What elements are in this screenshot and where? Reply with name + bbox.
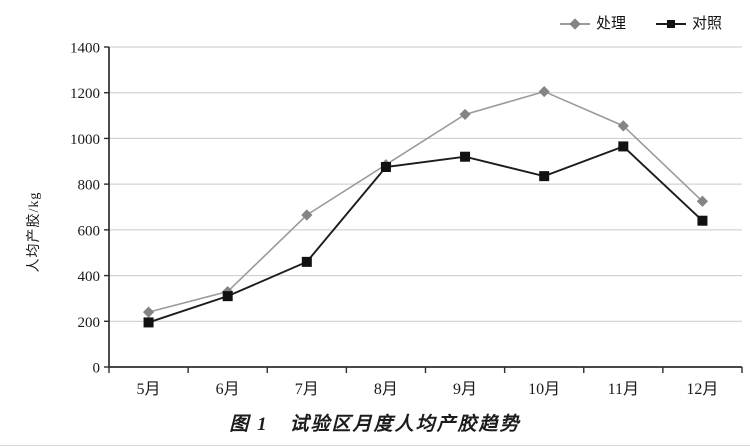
legend-item-control: 对照 (656, 15, 722, 33)
diamond-marker (538, 85, 550, 98)
legend-label-control: 对照 (692, 16, 723, 32)
y-tick-label: 800 (78, 178, 101, 194)
figure-caption: 图 1 试验区月度人均产胶趋势 (229, 414, 521, 435)
y-tick-label: 1200 (70, 86, 100, 102)
x-tick-label: 11月 (608, 381, 639, 398)
diamond-marker (617, 120, 629, 132)
x-tick-label: 5月 (137, 381, 161, 398)
square-marker (380, 162, 391, 172)
square-marker (697, 215, 708, 226)
y-tick-label: 200 (78, 315, 101, 331)
square-marker (539, 171, 550, 182)
chart-legend: 处理 对照 (560, 15, 722, 33)
x-tick-label: 9月 (453, 381, 477, 398)
x-tick-label: 6月 (216, 381, 240, 398)
y-tick-label: 400 (78, 269, 101, 285)
square-marker (301, 256, 312, 267)
y-tick-label: 600 (78, 223, 101, 239)
square-marker (222, 291, 233, 302)
series-line-对照 (148, 145, 704, 324)
diamond-marker (696, 195, 709, 207)
square-marker (667, 20, 676, 28)
x-tick-label: 8月 (374, 381, 398, 398)
y-tick-label: 0 (93, 361, 101, 377)
series-line-处理 (148, 90, 703, 313)
diamond-marker (142, 306, 155, 318)
square-marker-icon (656, 18, 687, 30)
y-axis-title: 人均产胶/kg (27, 191, 42, 273)
legend-label-treatment: 处理 (596, 16, 627, 32)
diamond-marker (569, 18, 581, 30)
x-tick-label: 10月 (528, 381, 560, 398)
y-tick-label: 1000 (70, 132, 100, 148)
square-marker (460, 151, 471, 162)
diamond-marker-icon (560, 18, 590, 30)
x-tick-label: 12月 (686, 381, 718, 398)
square-marker (143, 317, 154, 328)
legend-item-treatment: 处理 (560, 15, 626, 33)
square-marker (618, 141, 629, 152)
diamond-marker (301, 209, 313, 221)
plot-area: 0 200 400 600 800 1000 1200 1400 5月 6月 7月 8月 9月 10月 11… (70, 41, 743, 398)
y-tick-label: 1400 (70, 41, 100, 57)
diamond-marker (459, 108, 471, 121)
x-tick-label: 7月 (295, 381, 319, 398)
